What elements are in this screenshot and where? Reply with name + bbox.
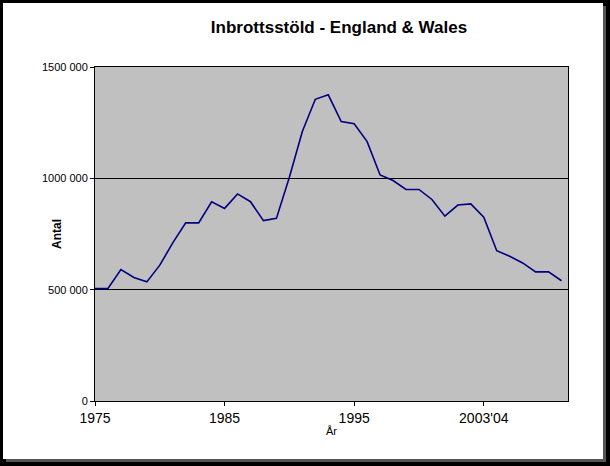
svg-text:Antal: Antal <box>50 219 64 249</box>
svg-text:2003'04: 2003'04 <box>459 410 509 426</box>
svg-text:1985: 1985 <box>209 410 240 426</box>
svg-text:1995: 1995 <box>339 410 370 426</box>
svg-text:1975: 1975 <box>79 410 110 426</box>
svg-text:0: 0 <box>82 395 88 407</box>
svg-text:Inbrottsstöld - England & Wale: Inbrottsstöld - England & Wales <box>211 18 467 37</box>
svg-text:År: År <box>326 425 337 437</box>
svg-text:1500 000: 1500 000 <box>42 61 88 73</box>
svg-text:500 000: 500 000 <box>48 284 88 296</box>
svg-text:1000 000: 1000 000 <box>42 172 88 184</box>
